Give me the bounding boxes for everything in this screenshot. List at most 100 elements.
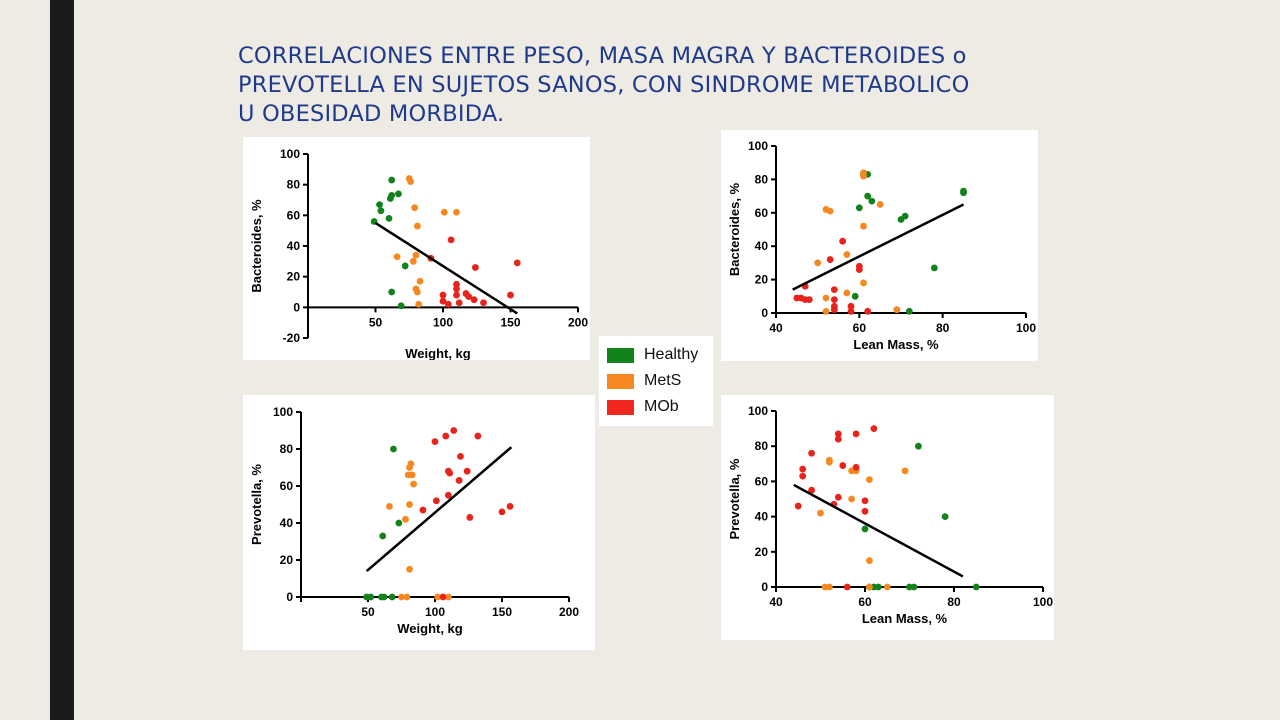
data-point-healthy <box>861 525 869 533</box>
data-point-healthy <box>874 583 882 591</box>
data-point-healthy <box>941 513 949 520</box>
data-point-mob <box>805 296 813 304</box>
data-point-healthy <box>864 192 872 200</box>
x-axis-label: Lean Mass, % <box>853 337 939 352</box>
data-point-healthy <box>915 442 922 450</box>
y-tick-label: 100 <box>273 405 293 419</box>
data-point-mets <box>410 480 417 488</box>
data-point-mob <box>453 285 460 293</box>
x-tick-label: 60 <box>853 321 867 335</box>
legend-swatch-mets <box>607 374 634 389</box>
data-point-mob <box>457 453 464 460</box>
data-point-mob <box>463 467 471 475</box>
y-tick-label: 0 <box>761 580 768 594</box>
data-point-healthy <box>972 583 980 591</box>
data-point-mob <box>439 593 447 601</box>
legend-swatch-mob <box>607 400 634 415</box>
data-point-mets <box>826 458 833 466</box>
data-point-mob <box>847 302 855 310</box>
regression-line <box>793 483 964 578</box>
chart-leanmass-bacteroides: 0 20 40 60 80 100 40 60 80 100 Lean Mass, % Bactero… <box>721 130 1038 361</box>
y-tick-label: 20 <box>287 270 301 284</box>
data-point-healthy <box>910 583 918 591</box>
data-point-mets <box>440 208 448 216</box>
data-point-mob <box>506 502 514 510</box>
y-axis-label: Prevotella, % <box>727 458 742 539</box>
legend: Healthy MetS MOb <box>599 336 713 426</box>
data-point-mets <box>406 464 413 471</box>
data-point-mob <box>445 491 452 499</box>
data-point-mets <box>817 509 824 517</box>
y-tick-label: 40 <box>287 239 301 253</box>
data-point-mob <box>847 307 855 315</box>
y-axis-label: Prevotella, % <box>249 464 264 545</box>
legend-swatch-healthy <box>607 348 634 363</box>
y-tick-label: 100 <box>748 139 768 153</box>
data-point-mets <box>822 294 830 302</box>
data-point-mets <box>883 583 891 591</box>
data-point-mets <box>860 222 867 230</box>
y-axis-label: Bacteroides, % <box>249 199 264 293</box>
x-tick-label: 50 <box>361 605 375 619</box>
data-point-mob <box>480 299 487 307</box>
data-point-healthy <box>388 288 396 296</box>
data-point-mob <box>794 502 802 510</box>
data-point-mob <box>450 427 458 434</box>
data-point-mets <box>860 279 867 287</box>
y-tick-label: 60 <box>755 474 769 488</box>
data-point-mets <box>408 471 416 479</box>
data-point-mob <box>855 266 863 273</box>
data-point-mets <box>893 306 901 314</box>
data-point-mets <box>407 178 414 185</box>
data-point-mob <box>870 425 878 432</box>
data-point-mob <box>453 291 460 299</box>
data-point-healthy <box>388 192 396 199</box>
data-point-healthy <box>855 204 863 212</box>
x-tick-label: 100 <box>1016 321 1036 335</box>
legend-label-healthy: Healthy <box>644 346 699 363</box>
data-point-mob <box>465 293 473 300</box>
y-tick-label: 20 <box>280 553 294 567</box>
data-point-mets <box>393 253 401 261</box>
y-tick-label: 80 <box>755 439 769 453</box>
chart-weight-prevotella: 0 20 40 60 80 100 50 100 150 200 Weight, kg Prevote… <box>243 395 595 650</box>
data-point-mets <box>453 208 460 216</box>
data-point-mob <box>432 497 440 505</box>
chart-leanmass-prevotella-svg: 0 20 40 60 80 100 40 60 80 100 Lean Mass, % Prevote… <box>727 404 1053 626</box>
y-tick-label: 20 <box>755 545 769 559</box>
x-axis-label: Lean Mass, % <box>862 611 948 626</box>
data-point-mob <box>799 465 807 473</box>
data-point-mob <box>439 291 447 299</box>
regression-line <box>374 221 518 315</box>
data-point-healthy <box>390 445 397 453</box>
data-point-mets <box>866 476 873 484</box>
x-tick-label: 60 <box>858 595 872 609</box>
data-point-mob <box>843 583 851 591</box>
data-point-mets <box>843 289 851 297</box>
regression-line <box>365 446 513 573</box>
data-point-mets <box>386 502 393 510</box>
data-point-healthy <box>397 302 405 310</box>
x-tick-label: 150 <box>500 315 520 329</box>
data-point-mob <box>861 497 869 505</box>
data-point-mob <box>852 430 860 438</box>
data-point-mob <box>466 514 474 521</box>
data-point-mob <box>431 438 439 445</box>
title-line-2: PREVOTELLA EN SUJETOS SANOS, CON SINDROM… <box>238 72 970 98</box>
y-tick-label: 0 <box>761 306 768 320</box>
x-tick-label: 40 <box>769 595 783 609</box>
data-point-mob <box>498 508 506 516</box>
data-point-mob <box>507 291 514 299</box>
y-tick-label: 40 <box>755 510 769 524</box>
x-tick-label: 150 <box>492 605 512 619</box>
y-tick-label: 80 <box>287 178 301 192</box>
y-tick-label: -20 <box>283 331 301 345</box>
data-point-mob <box>808 449 815 457</box>
data-point-mets <box>860 172 867 180</box>
data-point-mob <box>446 469 454 477</box>
data-point-mob <box>834 493 842 501</box>
data-point-healthy <box>401 262 409 270</box>
data-point-mob <box>442 432 450 440</box>
left-accent-bar <box>50 0 74 720</box>
y-tick-label: 0 <box>286 590 293 604</box>
